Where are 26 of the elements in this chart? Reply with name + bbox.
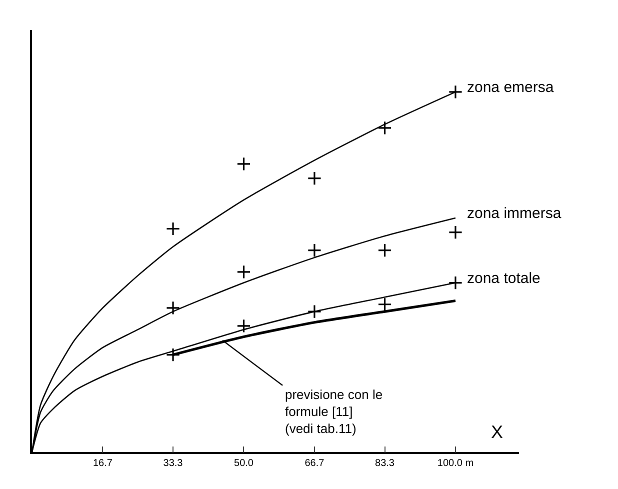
x-tick-label: 33.3 <box>163 458 184 469</box>
x-tick-label: 50.0 <box>234 458 254 469</box>
point <box>448 225 463 240</box>
point <box>448 84 463 100</box>
point <box>166 222 180 236</box>
series-label: zona totale <box>467 270 540 287</box>
point <box>236 264 251 280</box>
x-tick-label: 66.7 <box>304 458 325 469</box>
x-tick-label: 100.0 m <box>437 458 474 469</box>
point <box>166 300 180 316</box>
point <box>448 276 463 290</box>
x-axis-title: X <box>491 422 504 442</box>
point <box>307 243 322 258</box>
point <box>307 304 322 319</box>
annotation: previsione con le formule [11] (vedi tab.11) <box>285 387 383 436</box>
point <box>236 156 251 172</box>
point <box>378 120 392 136</box>
x-tick-label: 83.3 <box>375 458 395 469</box>
point <box>307 171 322 186</box>
x-tick-label: 16.7 <box>92 458 113 469</box>
point <box>378 297 392 312</box>
series-label: zona emersa <box>467 79 554 96</box>
point <box>166 348 180 362</box>
point <box>378 243 392 258</box>
point <box>236 318 251 334</box>
series-label: zona immersa <box>467 205 562 222</box>
